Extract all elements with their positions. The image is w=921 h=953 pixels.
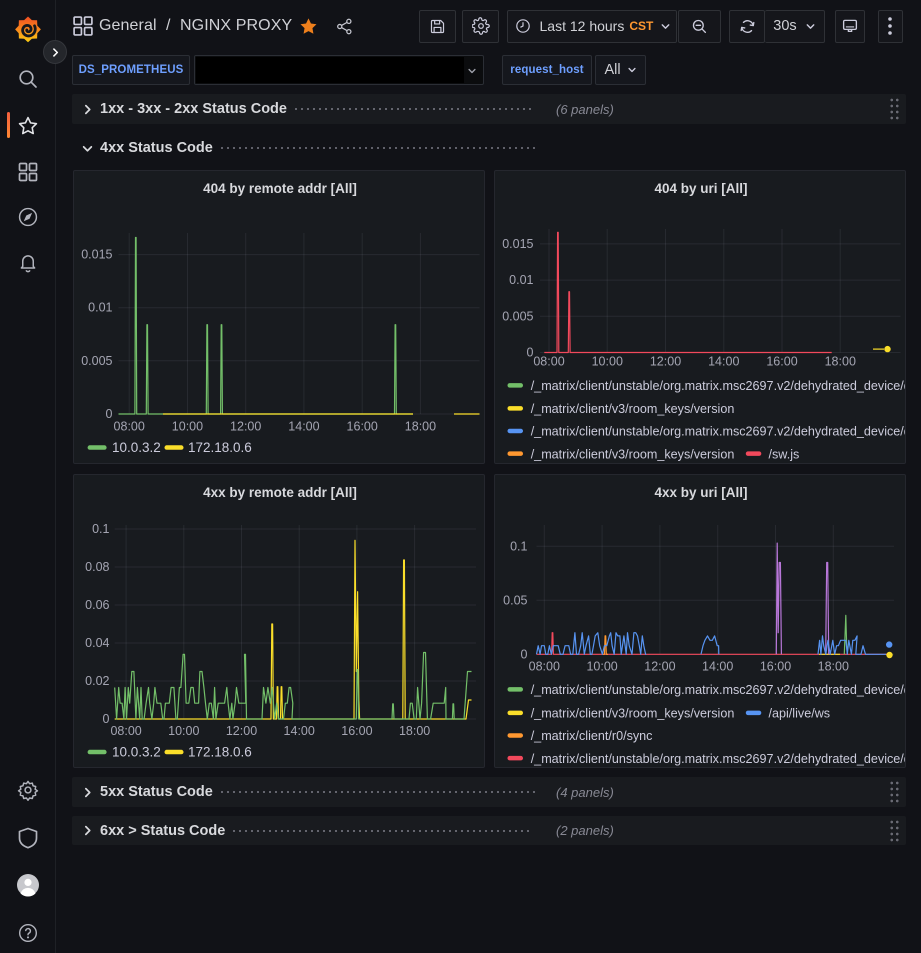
svg-text:08:00: 08:00 [529, 660, 560, 674]
svg-text:0.005: 0.005 [81, 354, 112, 368]
svg-text:/_matrix/client/v3/room_keys/v: /_matrix/client/v3/room_keys/version [531, 447, 735, 461]
svg-text:0.1: 0.1 [510, 539, 527, 553]
svg-text:0.01: 0.01 [88, 301, 112, 315]
svg-text:18:00: 18:00 [818, 660, 849, 674]
svg-text:10:00: 10:00 [172, 420, 203, 434]
svg-text:/_matrix/client/unstable/org.m: /_matrix/client/unstable/org.matrix.msc2… [531, 752, 906, 766]
svg-text:0.05: 0.05 [503, 593, 527, 607]
svg-text:172.18.0.6: 172.18.0.6 [188, 745, 252, 760]
svg-text:14:00: 14:00 [708, 355, 739, 369]
svg-text:0.015: 0.015 [502, 237, 533, 251]
svg-text:4xx by uri [All]: 4xx by uri [All] [654, 485, 747, 500]
svg-text:0.005: 0.005 [502, 309, 533, 323]
svg-text:0.02: 0.02 [85, 674, 109, 688]
svg-text:0.1: 0.1 [92, 522, 109, 536]
svg-text:10:00: 10:00 [168, 724, 199, 738]
svg-text:4xx by remote addr [All]: 4xx by remote addr [All] [203, 485, 357, 500]
svg-text:0.04: 0.04 [85, 636, 109, 650]
svg-text:12:00: 12:00 [230, 420, 261, 434]
svg-text:16:00: 16:00 [760, 660, 791, 674]
svg-text:0.06: 0.06 [85, 598, 109, 612]
svg-text:404 by remote addr [All]: 404 by remote addr [All] [203, 181, 357, 196]
svg-text:10.0.3.2: 10.0.3.2 [112, 745, 161, 760]
svg-text:08:00: 08:00 [114, 420, 145, 434]
svg-text:/_matrix/client/r0/sync: /_matrix/client/r0/sync [531, 729, 653, 743]
svg-text:18:00: 18:00 [399, 724, 430, 738]
svg-text:12:00: 12:00 [650, 355, 681, 369]
svg-text:16:00: 16:00 [766, 355, 797, 369]
svg-text:/api/live/ws: /api/live/ws [769, 707, 831, 721]
svg-text:172.18.0.6: 172.18.0.6 [188, 440, 252, 455]
svg-text:12:00: 12:00 [644, 660, 675, 674]
svg-text:14:00: 14:00 [702, 660, 733, 674]
svg-text:/_matrix/client/unstable/org.m: /_matrix/client/unstable/org.matrix.msc2… [531, 683, 906, 697]
svg-text:12:00: 12:00 [226, 724, 257, 738]
svg-text:0: 0 [106, 407, 113, 421]
svg-text:16:00: 16:00 [341, 724, 372, 738]
svg-text:/_matrix/client/v3/room_keys/v: /_matrix/client/v3/room_keys/version [531, 707, 735, 721]
svg-text:0: 0 [521, 647, 528, 661]
svg-text:0.015: 0.015 [81, 248, 112, 262]
svg-text:/_matrix/client/unstable/org.m: /_matrix/client/unstable/org.matrix.msc2… [531, 379, 906, 393]
svg-text:/_matrix/client/v3/room_keys/v: /_matrix/client/v3/room_keys/version [531, 402, 735, 416]
svg-text:16:00: 16:00 [347, 420, 378, 434]
svg-text:08:00: 08:00 [110, 724, 141, 738]
svg-text:0.08: 0.08 [85, 560, 109, 574]
svg-text:10:00: 10:00 [586, 660, 617, 674]
svg-text:08:00: 08:00 [533, 355, 564, 369]
svg-text:14:00: 14:00 [284, 724, 315, 738]
svg-text:14:00: 14:00 [288, 420, 319, 434]
svg-text:10.0.3.2: 10.0.3.2 [112, 440, 161, 455]
svg-text:0: 0 [527, 346, 534, 360]
svg-text:18:00: 18:00 [825, 355, 856, 369]
svg-text:10:00: 10:00 [592, 355, 623, 369]
svg-text:18:00: 18:00 [405, 420, 436, 434]
svg-text:0: 0 [103, 712, 110, 726]
svg-text:/sw.js: /sw.js [769, 447, 800, 461]
svg-text:/_matrix/client/unstable/org.m: /_matrix/client/unstable/org.matrix.msc2… [531, 425, 906, 439]
svg-text:0.01: 0.01 [509, 273, 533, 287]
svg-text:404 by uri [All]: 404 by uri [All] [654, 181, 747, 196]
